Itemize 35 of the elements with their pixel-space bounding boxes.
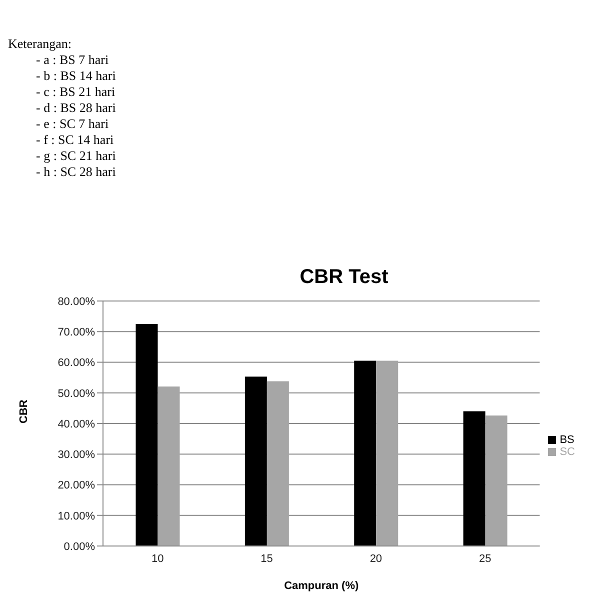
text: Keterangan: [8,36,73,52]
bar [376,360,398,546]
x-tick-label: 20 [370,552,382,565]
y-tick-label: 60.00% [58,357,96,370]
text: - g : SC 21 hari [35,148,117,164]
bar [266,381,289,546]
y-tick-label: 50.00% [58,388,96,400]
bar [463,411,486,546]
y-tick-label: 0.00% [64,540,96,553]
text: - a : BS 7 hari [35,52,110,68]
bar [354,360,376,546]
y-tick-label: 70.00% [58,326,96,339]
x-tick-label: 15 [260,552,273,565]
chart-title: CBR Test [298,266,390,290]
x-axis-title: Campuran (%) [284,580,359,592]
bar [136,324,158,546]
y-tick-label: 30.00% [58,449,96,462]
bar [485,416,508,546]
text: - e : SC 7 hari [35,116,110,132]
legend-label: SC [560,446,575,458]
text: - d : BS 28 hari [35,100,117,116]
text: - f : SC 14 hari [35,132,115,148]
text: - h : SC 28 hari [35,164,117,180]
bar [244,376,267,546]
text: - c : BS 21 hari [35,84,116,100]
x-tick-label: 10 [151,552,164,565]
y-tick-label: 40.00% [58,418,96,430]
bar [158,386,180,546]
legend-label: BS [560,434,574,446]
y-axis-title: CBR [18,400,30,424]
text: - b : BS 14 hari [35,68,117,84]
x-tick-label: 25 [479,552,492,565]
y-tick-label: 20.00% [58,480,96,492]
y-tick-label: 80.00% [58,296,96,308]
y-tick-label: 10.00% [58,510,96,522]
